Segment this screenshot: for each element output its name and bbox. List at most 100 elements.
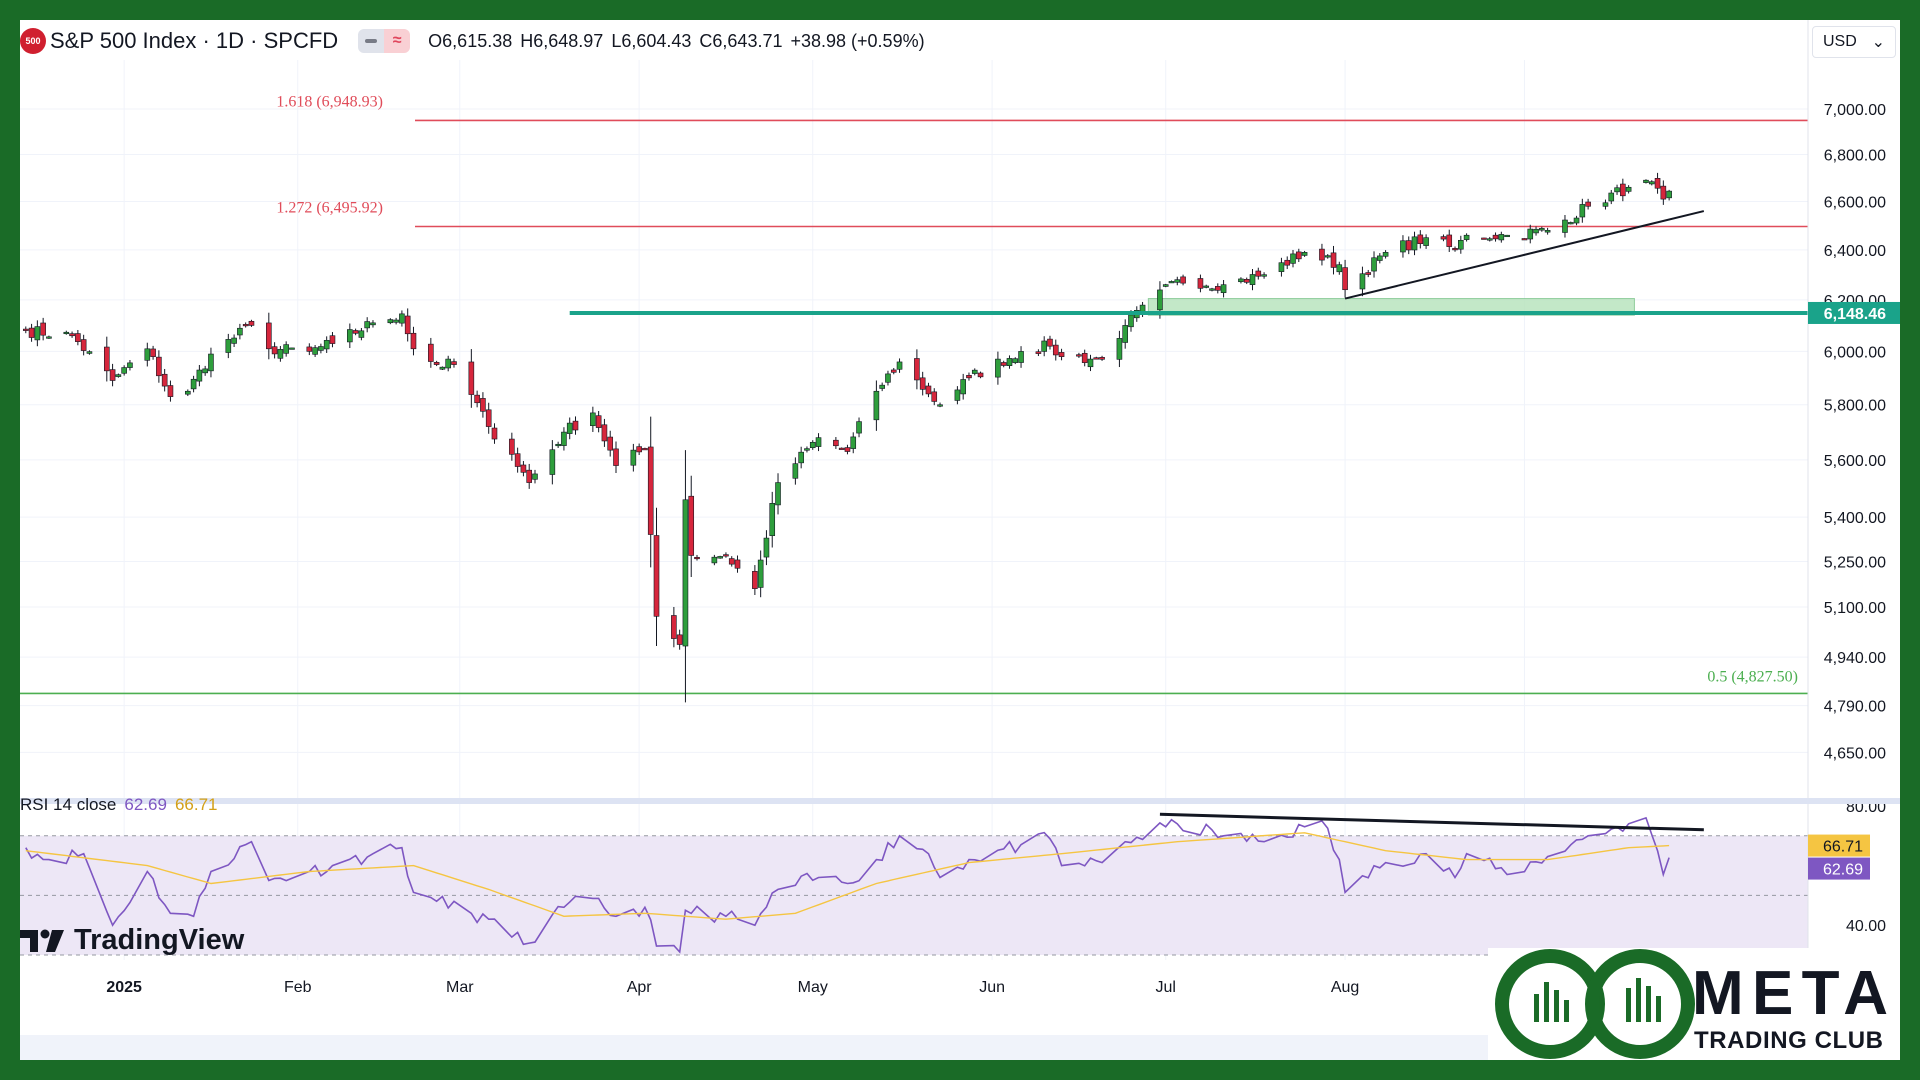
candle-body[interactable] xyxy=(1278,262,1285,272)
candle-body[interactable] xyxy=(590,412,596,427)
candle-body[interactable] xyxy=(1614,187,1620,193)
candle-body[interactable] xyxy=(1197,278,1204,289)
candle-body[interactable] xyxy=(1608,192,1615,202)
candle-body[interactable] xyxy=(682,499,689,647)
candle-body[interactable] xyxy=(532,473,538,480)
candle-body[interactable] xyxy=(954,389,961,401)
candle-body[interactable] xyxy=(769,503,776,537)
candle-body[interactable] xyxy=(971,369,978,374)
candle-body[interactable] xyxy=(676,634,683,645)
candle-body[interactable] xyxy=(734,559,741,569)
candle-body[interactable] xyxy=(190,378,197,390)
candle-body[interactable] xyxy=(555,443,561,447)
candle-body[interactable] xyxy=(370,322,376,326)
candle-body[interactable] xyxy=(856,421,862,434)
candle-body[interactable] xyxy=(1295,251,1302,260)
candle-body[interactable] xyxy=(1168,281,1175,284)
time-axis[interactable]: 2025FebMarAprMayJunJulAugSep xyxy=(106,979,1538,996)
candle-body[interactable] xyxy=(399,313,405,324)
candle-body[interactable] xyxy=(358,330,365,338)
rsi-legend[interactable]: RSI 14 close 62.69 66.71 xyxy=(20,795,217,815)
candle-body[interactable] xyxy=(561,431,567,446)
header-indicator-pill[interactable]: ≈ xyxy=(358,29,411,53)
minus-icon[interactable] xyxy=(358,29,385,53)
candle-body[interactable] xyxy=(1000,362,1007,366)
candle-body[interactable] xyxy=(167,385,174,397)
candle-body[interactable] xyxy=(1099,357,1105,360)
candle-body[interactable] xyxy=(642,448,648,451)
candle-body[interactable] xyxy=(1481,237,1487,240)
candle-body[interactable] xyxy=(728,558,735,565)
candle-body[interactable] xyxy=(127,362,133,368)
candle-body[interactable] xyxy=(156,356,162,377)
candle-body[interactable] xyxy=(121,367,127,374)
candle-body[interactable] xyxy=(1533,228,1539,234)
candle-body[interactable] xyxy=(208,353,214,372)
candle-body[interactable] xyxy=(1458,239,1464,250)
currency-select[interactable]: USD ⌄ xyxy=(1812,26,1896,58)
candle-body[interactable] xyxy=(1527,228,1534,240)
candle-body[interactable] xyxy=(1301,252,1308,256)
candle-body[interactable] xyxy=(393,319,399,323)
candle-body[interactable] xyxy=(1573,217,1580,224)
candle-body[interactable] xyxy=(694,556,700,560)
candle-body[interactable] xyxy=(1162,284,1169,287)
candle-body[interactable] xyxy=(1093,357,1100,360)
candle-body[interactable] xyxy=(1214,286,1221,291)
candle-body[interactable] xyxy=(277,349,284,359)
candle-body[interactable] xyxy=(844,447,851,452)
candle-body[interactable] xyxy=(792,463,799,479)
candle-body[interactable] xyxy=(1643,179,1649,183)
candle-body[interactable] xyxy=(896,361,903,370)
candle-body[interactable] xyxy=(1076,354,1082,357)
candle-body[interactable] xyxy=(202,368,208,374)
candle-body[interactable] xyxy=(757,559,764,588)
candle-body[interactable] xyxy=(1324,255,1331,258)
candle-body[interactable] xyxy=(1261,274,1267,277)
candle-body[interactable] xyxy=(630,449,637,466)
candle-body[interactable] xyxy=(1377,255,1383,261)
candle-body[interactable] xyxy=(1249,274,1256,285)
candle-body[interactable] xyxy=(242,324,249,327)
candle-body[interactable] xyxy=(1452,248,1458,251)
candle-body[interactable] xyxy=(404,315,411,335)
candle-body[interactable] xyxy=(752,571,758,589)
candle-body[interactable] xyxy=(1238,278,1244,283)
candle-body[interactable] xyxy=(931,391,938,402)
candle-body[interactable] xyxy=(1400,240,1406,253)
candle-body[interactable] xyxy=(1654,178,1661,189)
candle-body[interactable] xyxy=(1521,238,1528,241)
candle-body[interactable] xyxy=(572,420,579,431)
candle-body[interactable] xyxy=(231,337,237,344)
candle-body[interactable] xyxy=(144,348,151,361)
candle-body[interactable] xyxy=(1128,314,1134,328)
candle-body[interactable] xyxy=(306,346,313,352)
candle-body[interactable] xyxy=(1174,279,1181,283)
candle-body[interactable] xyxy=(1602,202,1609,207)
candle-body[interactable] xyxy=(873,390,880,421)
candle-body[interactable] xyxy=(711,556,718,564)
candle-body[interactable] xyxy=(1180,276,1186,284)
candle-body[interactable] xyxy=(919,377,926,390)
candle-body[interactable] xyxy=(960,379,966,395)
candle-body[interactable] xyxy=(1359,273,1366,290)
candle-body[interactable] xyxy=(86,351,93,354)
candle-body[interactable] xyxy=(1035,351,1042,354)
candle-body[interactable] xyxy=(34,326,41,341)
candle-body[interactable] xyxy=(1405,240,1412,251)
candle-body[interactable] xyxy=(1411,236,1418,251)
candle-body[interactable] xyxy=(1342,267,1348,291)
candle-body[interactable] xyxy=(63,331,70,335)
candle-body[interactable] xyxy=(833,439,839,447)
candle-body[interactable] xyxy=(364,321,370,329)
candle-body[interactable] xyxy=(150,348,156,357)
candle-body[interactable] xyxy=(1492,234,1499,240)
candle-body[interactable] xyxy=(613,448,619,466)
candle-body[interactable] xyxy=(601,424,608,442)
candle-body[interactable] xyxy=(22,328,29,331)
candle-body[interactable] xyxy=(451,361,457,365)
candle-body[interactable] xyxy=(1463,234,1470,240)
candle-body[interactable] xyxy=(1486,238,1493,241)
candle-body[interactable] xyxy=(1423,237,1429,246)
price-pane[interactable]: 1.618 (6,948.93) 1.272 (6,495.92) 0.5 (4,8… xyxy=(20,93,1808,703)
